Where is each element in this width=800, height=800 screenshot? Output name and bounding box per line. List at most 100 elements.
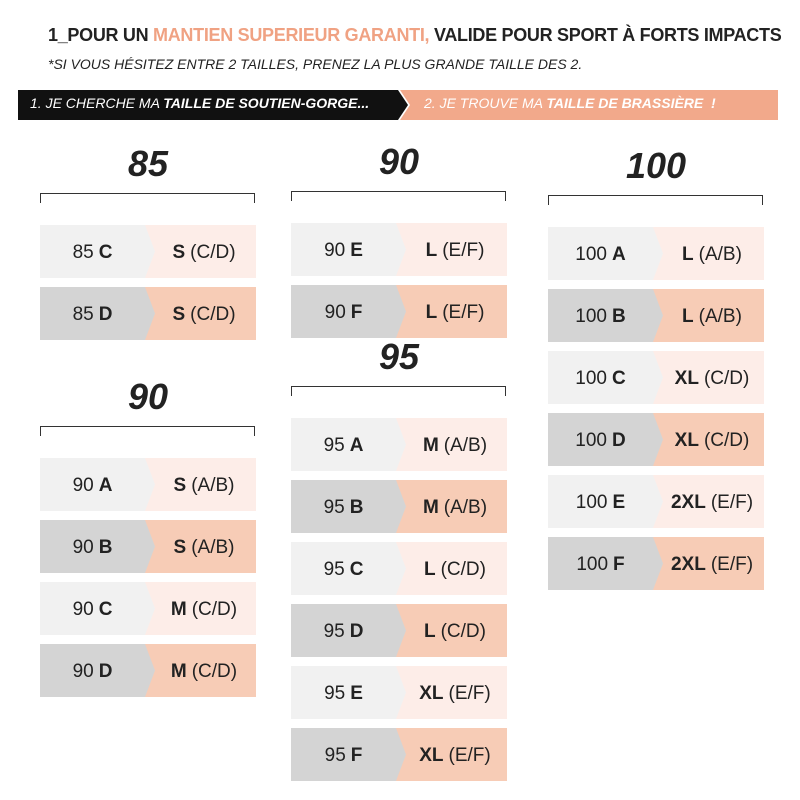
bra-size: 90 A: [40, 475, 145, 497]
bra-size: 95 E: [291, 683, 396, 705]
row-bg: [548, 351, 663, 404]
cup-range: (A/B): [191, 537, 235, 558]
bra-size: 85 C: [40, 242, 145, 264]
cup: A: [349, 435, 364, 456]
cup: D: [98, 661, 113, 682]
size: L: [425, 240, 438, 261]
group-title: 100: [625, 145, 687, 186]
bra-size: 90 D: [40, 661, 145, 683]
cup-range: (C/D): [191, 661, 238, 682]
band: 100: [575, 244, 607, 265]
size-row: 85 D S (C/D): [40, 287, 256, 340]
size-row: 90 C M (C/D): [40, 582, 256, 635]
top-size: M (A/B): [403, 435, 507, 457]
row-bg: [40, 458, 155, 511]
cup-range: (C/D): [191, 599, 238, 620]
size-row: 95 B M (A/B): [291, 480, 507, 533]
row-bg: [40, 644, 155, 697]
row-bg: [548, 475, 663, 528]
bra-size: 95 D: [291, 621, 396, 643]
size-row: 100 E 2XL (E/F): [548, 475, 764, 528]
step-bold: TAILLE DE SOUTIEN-GORGE...: [163, 95, 370, 111]
cup: D: [611, 430, 626, 451]
band: 100: [575, 306, 607, 327]
cup-range: (A/B): [698, 306, 742, 327]
bra-size: 100 D: [548, 430, 653, 452]
size-row: 100 F 2XL (E/F): [548, 537, 764, 590]
group-title: 90: [378, 141, 420, 182]
band: 90: [72, 661, 94, 682]
bra-size: 100 F: [548, 554, 653, 576]
row-bg: [548, 413, 663, 466]
bra-size: 95 F: [291, 745, 396, 767]
group-title: 95: [378, 336, 420, 377]
bra-size: 100 B: [548, 306, 653, 328]
band: 85: [72, 242, 94, 263]
band: 85: [72, 304, 94, 325]
row-bg: [291, 480, 406, 533]
cup-range: (E/F): [448, 745, 491, 766]
cup-range: (C/D): [190, 242, 236, 263]
band: 90: [324, 240, 346, 261]
size: M: [170, 661, 187, 682]
top-size: L (C/D): [403, 559, 507, 581]
size: XL: [674, 368, 699, 389]
band: 95: [323, 621, 345, 642]
band: 95: [323, 559, 345, 580]
size: L: [424, 621, 436, 642]
bra-size: 90 E: [291, 240, 396, 262]
bra-size: 95 C: [291, 559, 396, 581]
cup: E: [612, 492, 626, 513]
top-size: L (A/B): [660, 244, 764, 266]
row-bg: [548, 227, 663, 280]
cup-range: (E/F): [710, 492, 754, 513]
size: S: [173, 475, 187, 496]
cup-range: (A/B): [443, 435, 488, 456]
row-bg: [291, 604, 406, 657]
top-size: S (C/D): [152, 304, 256, 326]
step-bg: [18, 90, 408, 120]
cup-range: (C/D): [703, 368, 750, 389]
step-bold: TAILLE DE BRASSIÈRE !: [546, 95, 716, 111]
band: 95: [323, 497, 345, 518]
cup: C: [98, 242, 113, 263]
bra-size: 95 B: [291, 497, 396, 519]
bra-size: 90 C: [40, 599, 145, 621]
size-row: 100 C XL (C/D): [548, 351, 764, 404]
title: 1_POUR UN MANTIEN SUPERIEUR GARANTI, VAL…: [48, 25, 782, 46]
bra-size: 100 E: [548, 492, 653, 514]
top-size: S (A/B): [152, 537, 256, 559]
top-size: S (C/D): [152, 242, 256, 264]
step-text: 1. JE CHERCHE MA: [30, 95, 164, 111]
top-size: S (A/B): [152, 475, 256, 497]
row-bg: [291, 418, 406, 471]
top-size: XL (E/F): [403, 745, 507, 767]
cup: D: [98, 304, 113, 325]
cup: E: [350, 683, 363, 704]
cup-range: (E/F): [442, 240, 485, 261]
cup-range: (A/B): [443, 497, 488, 518]
band: 95: [324, 745, 346, 766]
cup-range: (E/F): [710, 554, 754, 575]
top-size: M (C/D): [152, 661, 256, 683]
cup-range: (A/B): [191, 475, 235, 496]
bracket: [291, 191, 506, 201]
group-title: 85: [127, 143, 169, 184]
bra-size: 95 A: [291, 435, 396, 457]
step: 1. JE CHERCHE MA TAILLE DE SOUTIEN-GORGE…: [30, 95, 369, 111]
cup: B: [611, 306, 626, 327]
size-row: 100 A L (A/B): [548, 227, 764, 280]
top-size: XL (C/D): [660, 430, 764, 452]
note: *SI VOUS HÉSITEZ ENTRE 2 TAILLES, PRENEZ…: [48, 56, 583, 72]
size-row: 90 B S (A/B): [40, 520, 256, 573]
bra-size: 85 D: [40, 304, 145, 326]
size: S: [172, 304, 186, 325]
size: S: [173, 537, 187, 558]
bra-size: 100 A: [548, 244, 653, 266]
size-row: 95 D L (C/D): [291, 604, 507, 657]
step: 2. JE TROUVE MA TAILLE DE BRASSIÈRE !: [424, 95, 716, 111]
size: S: [172, 242, 186, 263]
size-row: 95 C L (C/D): [291, 542, 507, 595]
step-text: 2. JE TROUVE MA: [424, 95, 547, 111]
row-bg: [40, 287, 155, 340]
